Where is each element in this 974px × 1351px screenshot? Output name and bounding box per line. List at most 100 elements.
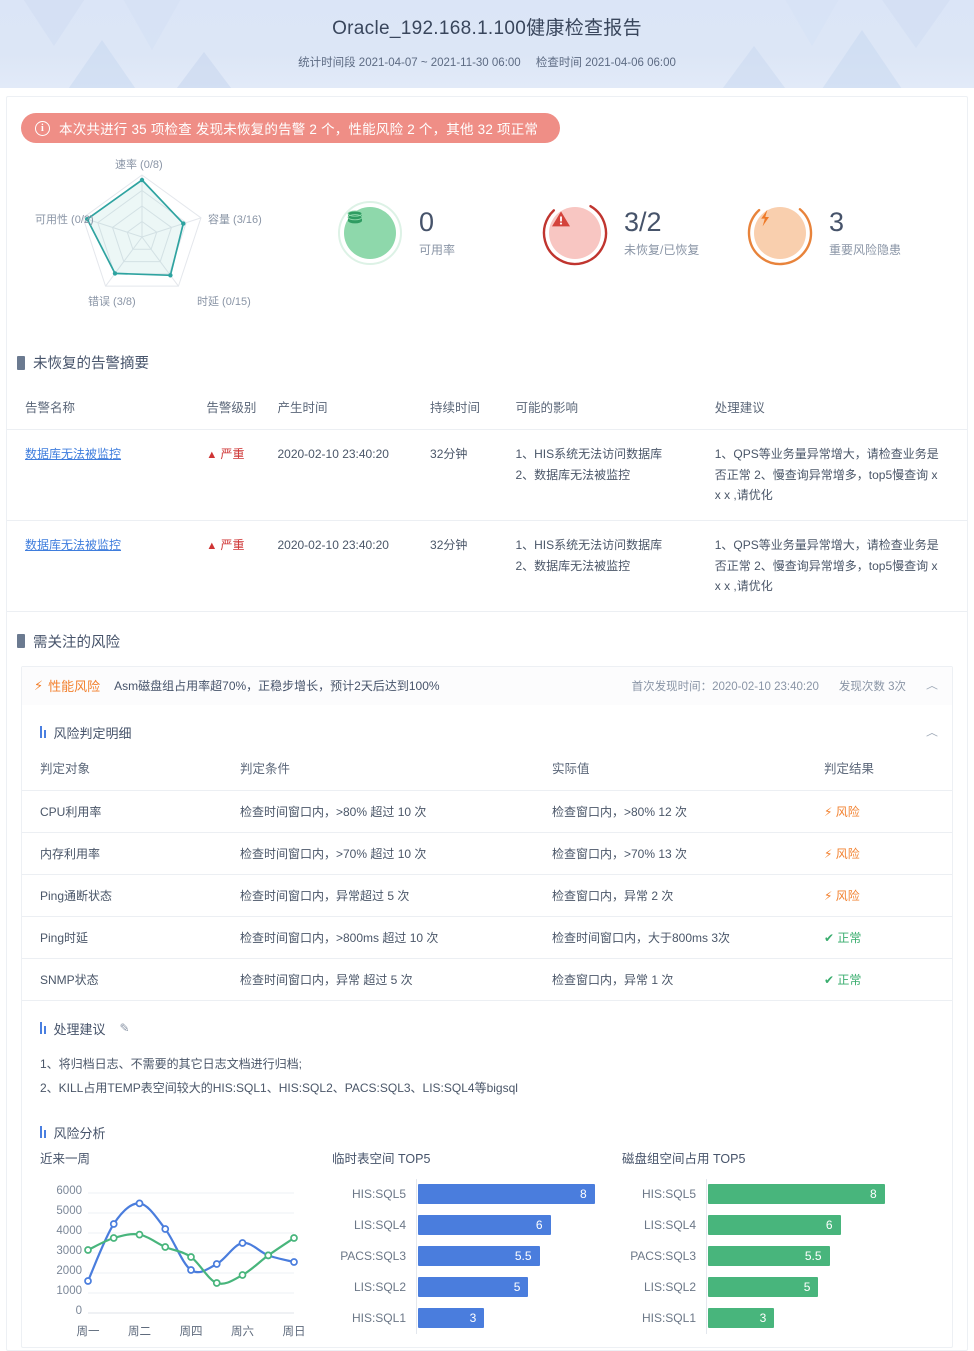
chevron-up-icon[interactable]: ︿ (925, 680, 938, 692)
risk-result-label: 风险 (835, 846, 860, 861)
bar-value-label: 3 (759, 1311, 767, 1326)
diskgroup-usage-block: 磁盘组空间占用 TOP5 HIS:SQL5 8 LIS:SQL4 6 PACS:SQL3… (612, 1148, 902, 1347)
series-blue-point (161, 1225, 170, 1233)
impact-line: 2、数据库无法被监控 (515, 467, 631, 482)
radar-axis-label-4: 可用性 (0/2) (35, 214, 94, 226)
bar-row: HIS:SQL5 8 (332, 1179, 612, 1210)
risk-result: ⚡ 风险 (824, 874, 952, 917)
sub-section-title-text: 处理建议 (53, 1021, 106, 1037)
risk-panel-header[interactable]: ⚡ 性能风险 Asm磁盘组占用率超70%，正稳步增长，预计2天后达到100% 首… (22, 666, 952, 705)
risk-object: Ping通断状态 (22, 874, 240, 917)
bar: 5 (418, 1277, 529, 1298)
y-axis-tick: 4000 (56, 1224, 82, 1237)
severity-badge: ▲ 严重 (206, 537, 245, 552)
series-green-point (161, 1243, 170, 1251)
risk-description: Asm磁盘组占用率超70%，正稳步增长，预计2天后达到100% (114, 679, 440, 694)
created-time: 2020-02-10 23:40:20 (277, 429, 431, 521)
alerts-section-title: 未恢复的告警摘要 (7, 333, 967, 387)
report-card: i 本次共进行 35 项检查 发现未恢复的告警 2 个，性能风险 2 个，其他 … (6, 96, 968, 1351)
series-blue-point (109, 1220, 118, 1228)
y-axis-tick: 2000 (56, 1264, 82, 1277)
risk-actual: 检查窗口内，>70% 13 次 (552, 832, 824, 875)
check-time: 检查时间 2021-04-06 06:00 (535, 57, 676, 69)
col-result: 判定结果 (824, 745, 952, 791)
stat-caption: 重要风险隐患 (829, 243, 902, 258)
sub-section-title-text: 风险判定明细 (53, 725, 132, 741)
health-radar-chart: 速率 (0/8) 容量 (3/16) 时延 (0/15) 错误 (3/8) 可用… (7, 149, 337, 317)
bolt-icon (761, 209, 769, 227)
created-time: 2020-02-10 23:40:20 (277, 520, 431, 612)
y-axis-tick: 0 (75, 1304, 82, 1317)
decorative-triangle (118, 0, 186, 50)
series-blue-point (135, 1199, 144, 1208)
table-row: CPU利用率 检查时间窗口内，>80% 超过 10 次检查窗口内，>80% 12 … (22, 790, 952, 833)
advice-line: 1、将归档日志、不需要的其它日志文档进行归档; (40, 1056, 303, 1071)
risk-result-label: 风险 (835, 888, 860, 903)
advice-line: 2、KILL占用TEMP表空间较大的HIS:SQL1、HIS:SQL2、PACS… (40, 1081, 518, 1096)
decorative-triangle (782, 0, 842, 46)
chart-title: 磁盘组空间占用 TOP5 (622, 1151, 746, 1166)
bar-category-label: PACS:SQL3 (340, 1249, 406, 1264)
impact-line: 1、HIS系统无法访问数据库 (515, 447, 663, 461)
bar-value-label: 5 (803, 1280, 811, 1295)
risk-advice-title: 处理建议 ✎ (22, 1001, 952, 1042)
bar-category-label: LIS:SQL2 (353, 1280, 406, 1295)
bar-value-label: 6 (825, 1218, 833, 1233)
risk-object: 内存利用率 (22, 832, 240, 875)
table-header-row: 告警名称 告警级别 产生时间 持续时间 可能的影响 处理建议 (7, 387, 967, 430)
bar-chart-axis (706, 1178, 707, 1334)
risk-analysis-title: 风险分析 (22, 1101, 952, 1146)
risk-result-label: 正常 (837, 972, 862, 987)
bar-row: LIS:SQL2 5 (332, 1272, 612, 1303)
risk-section-title: 需关注的风险 (7, 612, 967, 666)
series-blue-point (84, 1277, 92, 1285)
series-green-point (187, 1253, 195, 1261)
bar-value-label: 6 (535, 1218, 543, 1233)
radar-axis-label-0: 速率 (0/8) (115, 159, 163, 171)
section-marker-icon (17, 634, 25, 649)
bar-category-label: HIS:SQL5 (351, 1187, 406, 1202)
col-alert-name: 告警名称 (7, 387, 207, 430)
chart-title: 临时表空间 TOP5 (332, 1151, 431, 1166)
table-header-row: 判定对象 判定条件 实际值 判定结果 (22, 745, 952, 791)
bar-row: HIS:SQL1 3 (622, 1303, 902, 1334)
bar: 3 (708, 1308, 775, 1329)
col-alert-level: 告警级别 (206, 387, 278, 430)
col-condition: 判定条件 (240, 745, 552, 791)
series-green-point (290, 1234, 298, 1242)
alert-name-link[interactable]: 数据库无法被监控 (25, 537, 122, 552)
bar-category-label: PACS:SQL3 (630, 1249, 696, 1264)
stat-risks: 3 重要风险隐患 (747, 200, 952, 266)
bar-category-label: LIS:SQL4 (353, 1218, 406, 1233)
severity-badge: ▲ 严重 (206, 447, 245, 461)
bar-category-label: HIS:SQL1 (641, 1311, 696, 1326)
stat-period: 统计时间段 2021-04-07 ~ 2021-11-30 06:00 (298, 57, 521, 69)
check-icon: ✔ (824, 972, 835, 987)
advice-cell: 1、QPS等业务量异常增大，请检查业务是否正常 2、慢查询异常增多，top5慢查… (714, 429, 967, 521)
table-row: Ping通断状态 检查时间窗口内，异常超过 5 次检查窗口内，异常 2 次 ⚡ 风险 (22, 874, 952, 917)
sub-section-marker-icon (40, 1126, 46, 1139)
stat-caption: 可用率 (419, 243, 456, 258)
bar: 6 (708, 1215, 841, 1236)
chevron-up-icon[interactable]: ︿ (925, 727, 938, 739)
risk-kind-label: 性能风险 (48, 679, 101, 695)
bar-category-label: HIS:SQL5 (641, 1187, 696, 1202)
table-row: 数据库无法被监控 ▲ 严重 2020-02-10 23:40:20 32分钟 1… (7, 520, 967, 612)
alert-name-link[interactable]: 数据库无法被监控 (25, 447, 122, 461)
risk-detail-title: 风险判定明细 ︿ (22, 705, 952, 746)
impact-cell: 1、HIS系统无法访问数据库 2、数据库无法被监控 (515, 520, 715, 612)
risk-condition: 检查时间窗口内，异常超过 5 次 (240, 874, 552, 917)
pencil-icon[interactable]: ✎ (119, 1021, 130, 1036)
risk-actual: 检查窗口内，异常 1 次 (552, 958, 824, 1001)
series-green-point (264, 1251, 273, 1260)
bar: 3 (418, 1308, 485, 1329)
risk-advice-body: 1、将归档日志、不需要的其它日志文档进行归档; 2、KILL占用TEMP表空间较… (22, 1042, 952, 1101)
check-icon: ✔ (824, 930, 835, 945)
temp-tablespace-block: 临时表空间 TOP5 HIS:SQL5 8 LIS:SQL4 6 PACS:SQL3 5.… (322, 1148, 612, 1347)
bar-row: PACS:SQL3 5.5 (622, 1241, 902, 1272)
bolt-icon: ⚡ (34, 677, 44, 693)
risk-result: ✔ 正常 (824, 958, 952, 1001)
bar: 8 (708, 1184, 885, 1205)
bar-value-label: 5.5 (514, 1249, 532, 1264)
x-axis-tick: 周六 (231, 1325, 254, 1338)
